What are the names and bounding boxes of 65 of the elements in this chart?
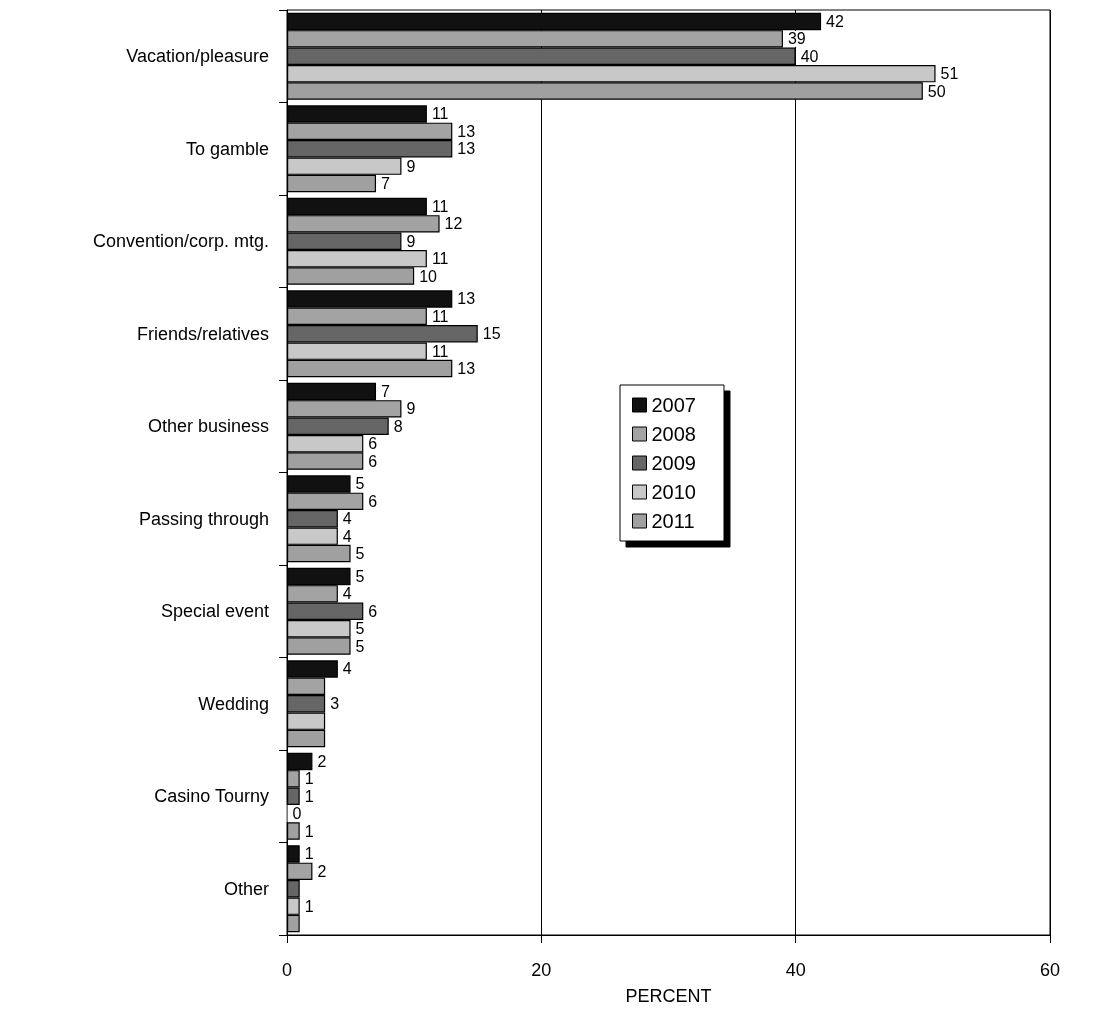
data-label: 9 (406, 232, 416, 250)
x-axis-title: PERCENT (625, 986, 712, 1006)
data-label: 0 (292, 805, 302, 823)
data-label: 7 (381, 382, 391, 400)
data-label: 7 (381, 175, 391, 193)
data-label: 13 (457, 122, 476, 140)
data-label: 5 (355, 475, 365, 493)
data-label: 11 (431, 250, 449, 268)
data-label: 40 (800, 47, 819, 65)
y-tick-label: Convention/corp. mtg. (92, 231, 269, 252)
data-label: 5 (355, 545, 365, 563)
data-label: 13 (457, 360, 476, 378)
data-label: 4 (342, 585, 352, 603)
data-label: 1 (304, 822, 314, 840)
data-label: 2 (317, 752, 327, 770)
data-label: 9 (406, 157, 416, 175)
legend-label: 2007 (651, 394, 696, 416)
y-tick-label: Special event (160, 601, 269, 622)
data-label: 5 (355, 637, 365, 655)
legend-label: 2008 (651, 423, 696, 445)
data-label: 4 (342, 527, 352, 545)
data-label: 13 (457, 140, 476, 158)
data-label: 6 (368, 452, 378, 470)
y-tick-label: Vacation/pleasure (126, 46, 269, 67)
data-label: 3 (330, 695, 340, 713)
data-label: 6 (368, 602, 378, 620)
data-label: 10 (419, 267, 438, 285)
legend-label: 2011 (651, 510, 695, 532)
y-tick-label: Casino Tourny (154, 786, 269, 807)
data-label: 51 (940, 65, 959, 83)
data-label: 8 (393, 417, 403, 435)
data-label: 5 (355, 567, 365, 585)
legend-label: 2010 (651, 481, 696, 503)
y-tick-label: Passing through (138, 508, 269, 529)
data-label: 13 (457, 290, 476, 308)
data-label: 9 (406, 400, 416, 418)
data-label: 1 (304, 897, 314, 915)
x-tick-label: 40 (785, 960, 806, 980)
data-label: 11 (431, 307, 449, 325)
data-label: 11 (431, 197, 449, 215)
data-label: 1 (304, 845, 314, 863)
data-label: 4 (342, 660, 352, 678)
data-label: 1 (304, 770, 314, 788)
data-label: 11 (431, 342, 449, 360)
y-tick-label: Other business (147, 416, 269, 437)
data-label: 42 (826, 12, 844, 30)
data-label: 1 (304, 787, 314, 805)
x-tick-label: 0 (281, 960, 293, 980)
data-label: 6 (368, 435, 378, 453)
y-tick-label: Friends/relatives (136, 323, 269, 344)
data-label: 12 (444, 215, 463, 233)
x-tick-label: 60 (1039, 960, 1061, 980)
data-label: 2 (317, 862, 327, 880)
data-label: 39 (787, 30, 806, 48)
data-label: 4 (342, 510, 352, 528)
y-tick-label: Wedding (198, 693, 269, 714)
data-label: 11 (431, 105, 449, 123)
data-label: 15 (482, 325, 501, 343)
data-label: 50 (927, 82, 946, 100)
x-tick-label: 20 (531, 960, 552, 980)
y-tick-label: To gamble (185, 138, 269, 159)
y-tick-label: Other (223, 878, 269, 899)
data-label: 6 (368, 492, 378, 510)
legend-label: 2009 (651, 452, 696, 474)
data-label: 5 (355, 620, 365, 638)
